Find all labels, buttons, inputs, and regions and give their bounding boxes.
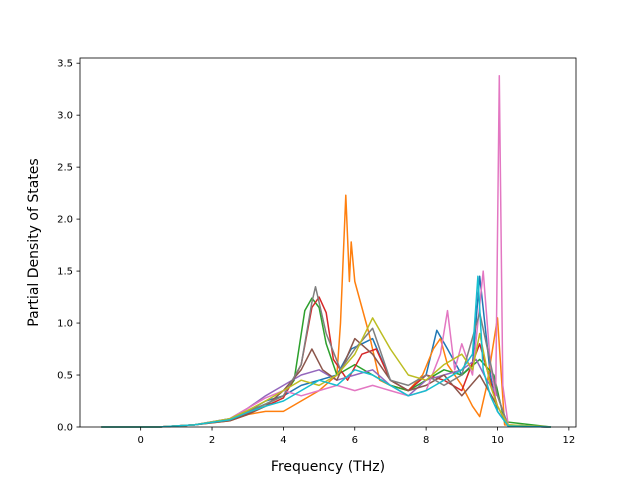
series-line-6 bbox=[101, 337, 552, 428]
x-tick-label: 2 bbox=[209, 435, 215, 446]
y-tick-label: 3.5 bbox=[57, 59, 73, 70]
y-tick-label: 3.0 bbox=[57, 111, 73, 122]
y-axis-label: Partial Density of States bbox=[26, 158, 42, 326]
series-line-9 bbox=[101, 317, 552, 428]
x-tick-label: 6 bbox=[352, 435, 358, 446]
y-tick-label: 2.0 bbox=[57, 215, 73, 226]
series-line-10 bbox=[101, 275, 552, 428]
y-tick-label: 0.5 bbox=[57, 371, 73, 382]
x-tick-label: 12 bbox=[562, 435, 575, 446]
x-axis-label: Frequency (THz) bbox=[271, 459, 385, 475]
y-tick-label: 1.5 bbox=[57, 267, 73, 278]
y-tick-label: 1.0 bbox=[57, 319, 73, 330]
x-tick-label: 10 bbox=[491, 435, 504, 446]
series-lines bbox=[101, 74, 552, 428]
y-tick-label: 2.5 bbox=[57, 163, 73, 174]
y-tick-label: 0.0 bbox=[57, 423, 73, 434]
x-tick-label: 4 bbox=[280, 435, 286, 446]
x-tick-label: 0 bbox=[137, 435, 143, 446]
plot-frame bbox=[79, 57, 577, 428]
x-tick-label: 8 bbox=[423, 435, 429, 446]
x-axis: 0 2 4 6 8 10 12 bbox=[137, 427, 575, 446]
y-axis: 0.0 0.5 1.0 1.5 2.0 2.5 3.0 3.5 bbox=[57, 59, 80, 434]
series-line-2 bbox=[101, 194, 552, 428]
